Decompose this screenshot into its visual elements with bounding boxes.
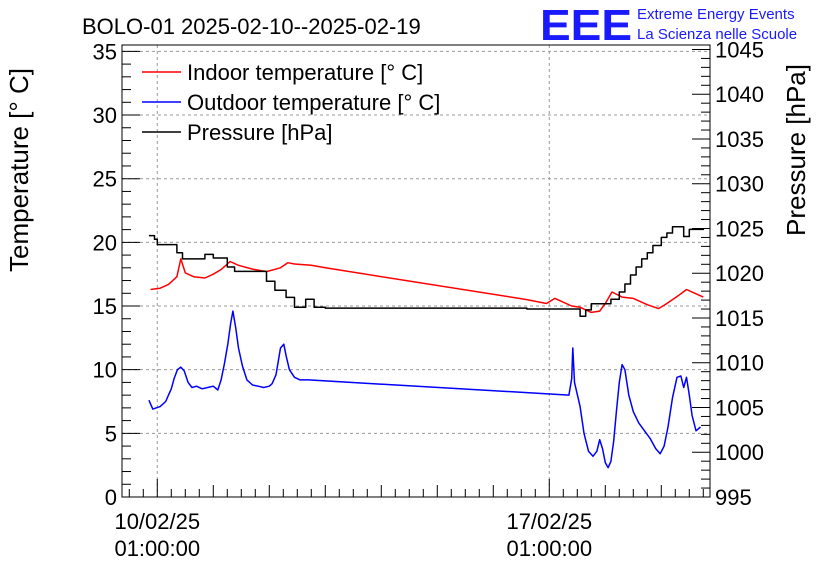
chart-title: BOLO-01 2025-02-10--2025-02-19 <box>82 14 421 39</box>
axis-ticks: 0510152025303599510001005101010151020102… <box>93 37 764 561</box>
legend-label-outdoor: Outdoor temperature [° C] <box>187 90 440 115</box>
x-tick-time: 01:00:00 <box>114 536 200 561</box>
y2-tick-label: 995 <box>715 485 752 510</box>
y-tick-label: 15 <box>93 294 117 319</box>
y-tick-label: 20 <box>93 230 117 255</box>
y-tick-label: 5 <box>105 421 117 446</box>
series-line-indoor <box>150 258 704 314</box>
y2-tick-label: 1010 <box>715 351 764 376</box>
series-line-pressure <box>148 225 705 317</box>
legend-label-indoor: Indoor temperature [° C] <box>187 60 423 85</box>
y2-tick-label: 1015 <box>715 306 764 331</box>
x-tick-date: 10/02/25 <box>114 509 200 534</box>
y2-tick-label: 1005 <box>715 395 764 420</box>
y2-tick-label: 1025 <box>715 216 764 241</box>
series-line-outdoor <box>148 310 701 469</box>
y-tick-label: 30 <box>93 103 117 128</box>
legend-label-pressure: Pressure [hPa] <box>187 120 333 145</box>
y2-axis-label: Pressure [hPa] <box>781 64 811 236</box>
series-group <box>148 225 705 469</box>
logo-line-2: La Scienza nelle Scuole <box>637 26 797 43</box>
logo-line-1: Extreme Energy Events <box>637 6 795 23</box>
logo-letters: EEE <box>540 1 632 50</box>
y2-tick-label: 1045 <box>715 37 764 62</box>
y-tick-label: 0 <box>105 485 117 510</box>
y2-tick-label: 1035 <box>715 127 764 152</box>
plot-frame <box>121 44 711 498</box>
grid <box>122 45 710 497</box>
y-tick-label: 10 <box>93 358 117 383</box>
y2-tick-label: 1040 <box>715 82 764 107</box>
legend: Indoor temperature [° C] Outdoor temperat… <box>142 60 440 145</box>
y-tick-label: 35 <box>93 39 117 64</box>
x-tick-time: 01:00:00 <box>506 536 592 561</box>
eee-logo: EEE Extreme Energy Events La Scienza nel… <box>540 1 797 50</box>
y2-tick-label: 1030 <box>715 172 764 197</box>
y-tick-label: 25 <box>93 167 117 192</box>
x-tick-date: 17/02/25 <box>506 509 592 534</box>
y-axis-label: Temperature [° C] <box>4 68 34 272</box>
y2-tick-label: 1020 <box>715 261 764 286</box>
y2-tick-label: 1000 <box>715 440 764 465</box>
